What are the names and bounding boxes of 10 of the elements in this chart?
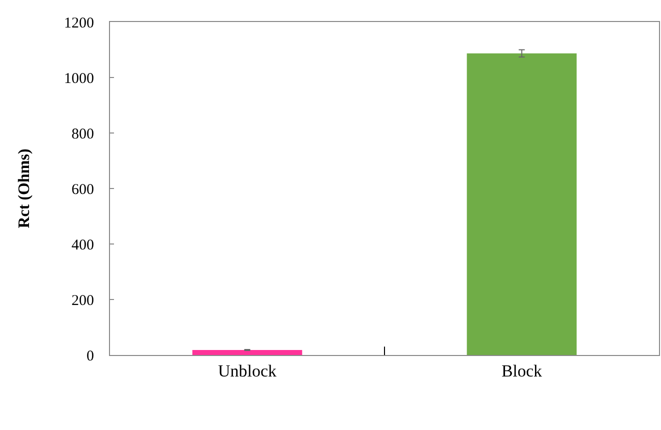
y-tick-label: 0 xyxy=(86,348,94,364)
y-axis-title: Rct (Ohms) xyxy=(16,148,33,228)
y-tick-label: 1200 xyxy=(64,15,94,32)
y-tick-label: 600 xyxy=(72,182,94,198)
x-tick-label: Block xyxy=(501,361,543,380)
y-tick-label: 1000 xyxy=(64,70,94,87)
y-tick-label: 400 xyxy=(72,237,94,254)
y-tick-label: 200 xyxy=(72,292,94,309)
y-tick-label: 800 xyxy=(72,126,94,142)
x-tick-label: Unblock xyxy=(218,361,278,380)
